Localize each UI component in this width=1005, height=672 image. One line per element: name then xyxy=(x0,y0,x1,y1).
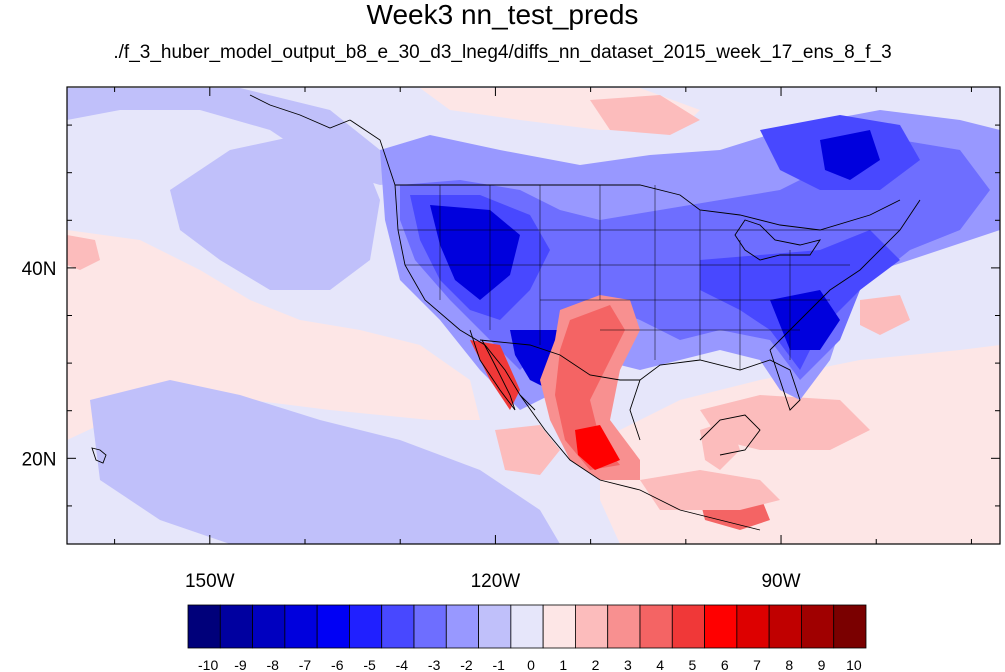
colorbar-label: 2 xyxy=(592,657,600,672)
colorbar-label: -2 xyxy=(460,657,473,672)
colorbar-swatch xyxy=(833,604,867,649)
us-mexico-border xyxy=(479,339,640,381)
contour-neg-11 xyxy=(770,290,840,350)
contour-neg-3 xyxy=(67,88,420,185)
colorbar-swatch xyxy=(575,604,609,649)
lat-tick-label: 20N xyxy=(22,449,57,470)
colorbar-label: 8 xyxy=(785,657,793,672)
colorbar-label: -8 xyxy=(266,657,279,672)
contour-neg-2 xyxy=(90,380,560,544)
colorbar-label: -6 xyxy=(331,657,344,672)
great-lakes xyxy=(734,219,822,261)
colorbar-label: -1 xyxy=(492,657,505,672)
colorbar-swatch xyxy=(187,604,221,649)
colorbar-swatch xyxy=(381,604,415,649)
contour-pos-14 xyxy=(640,470,780,510)
hawaii xyxy=(91,447,107,464)
plot-title: Week3 nn_test_preds xyxy=(366,0,639,30)
colorbar-label: 3 xyxy=(624,657,632,672)
colorbar-swatch xyxy=(704,604,738,649)
colorbar-label: -4 xyxy=(396,657,409,672)
yucatan xyxy=(699,414,761,456)
lon-tick-label: 120W xyxy=(471,571,521,592)
colorbar-swatch xyxy=(445,604,479,649)
colorbar-swatch xyxy=(349,604,383,649)
colorbar-label: -9 xyxy=(234,657,247,672)
contour-pos-10 xyxy=(555,305,625,470)
colorbar-swatch xyxy=(316,604,350,649)
contour-pos-11 xyxy=(575,425,620,470)
colorbar: -10 -9 -8 -7 -6 -5 -4 -3 -2 -1 0 1 2 3 4 5 6 7 8 9 10 xyxy=(187,604,867,672)
colorbar-swatch xyxy=(252,604,286,649)
lat-tick-label: 40N xyxy=(22,259,57,280)
map-axes: 150W 120W 90W 40N 20N xyxy=(22,87,1000,592)
state-lines xyxy=(398,185,900,370)
colorbar-label: -7 xyxy=(299,657,312,672)
contour-pos-12 xyxy=(470,340,520,410)
us-canada-border xyxy=(395,184,901,231)
colorbar-swatch xyxy=(284,604,318,649)
colorbar-swatch xyxy=(671,604,705,649)
colorbar-label: -3 xyxy=(428,657,441,672)
colorbar-label: 1 xyxy=(559,657,567,672)
contour-pos-5 xyxy=(700,395,870,450)
colorbar-swatch xyxy=(478,604,512,649)
contour-pos-4 xyxy=(590,95,700,135)
colorbar-swatch xyxy=(736,604,770,649)
colorbar-label: 7 xyxy=(753,657,761,672)
colorbar-swatch xyxy=(607,604,641,649)
lon-tick-label: 150W xyxy=(185,571,235,592)
colorbar-swatch xyxy=(801,604,835,649)
colorbar-label: -10 xyxy=(198,657,218,672)
contour-field xyxy=(67,87,1000,544)
colorbar-swatch xyxy=(510,604,544,649)
plot-subtitle: ./f_3_huber_model_output_b8_e_30_d3_lneg… xyxy=(113,42,892,63)
alaska-coast xyxy=(249,94,351,129)
colorbar-label: 5 xyxy=(689,657,697,672)
colorbar-swatch xyxy=(542,604,576,649)
colorbar-swatch xyxy=(639,604,673,649)
contour-pos-6 xyxy=(495,425,560,475)
gulf-coast xyxy=(629,349,801,441)
contour-pos-7 xyxy=(67,235,100,270)
contour-neg-9 xyxy=(430,205,520,300)
colorbar-swatch xyxy=(219,604,253,649)
colorbar-label: 4 xyxy=(656,657,664,672)
colorbar-label: 0 xyxy=(527,657,535,672)
baja-california xyxy=(469,329,516,411)
contour-pos-8 xyxy=(860,295,910,335)
colorbar-swatch xyxy=(768,604,802,649)
contour-pos-15 xyxy=(700,420,740,470)
colorbar-label: 6 xyxy=(721,657,729,672)
contour-neg-1 xyxy=(170,135,380,290)
contour-neg-12 xyxy=(820,130,880,180)
coastlines xyxy=(91,94,921,531)
colorbar-label: 10 xyxy=(846,657,862,672)
lon-tick-label: 90W xyxy=(761,571,800,592)
colorbar-label: 9 xyxy=(818,657,826,672)
mexico-west-coast xyxy=(519,394,761,531)
na-west-coast xyxy=(349,119,536,411)
colorbar-label: -5 xyxy=(363,657,376,672)
contour-neg-5 xyxy=(400,140,990,380)
colorbar-swatch xyxy=(413,604,447,649)
